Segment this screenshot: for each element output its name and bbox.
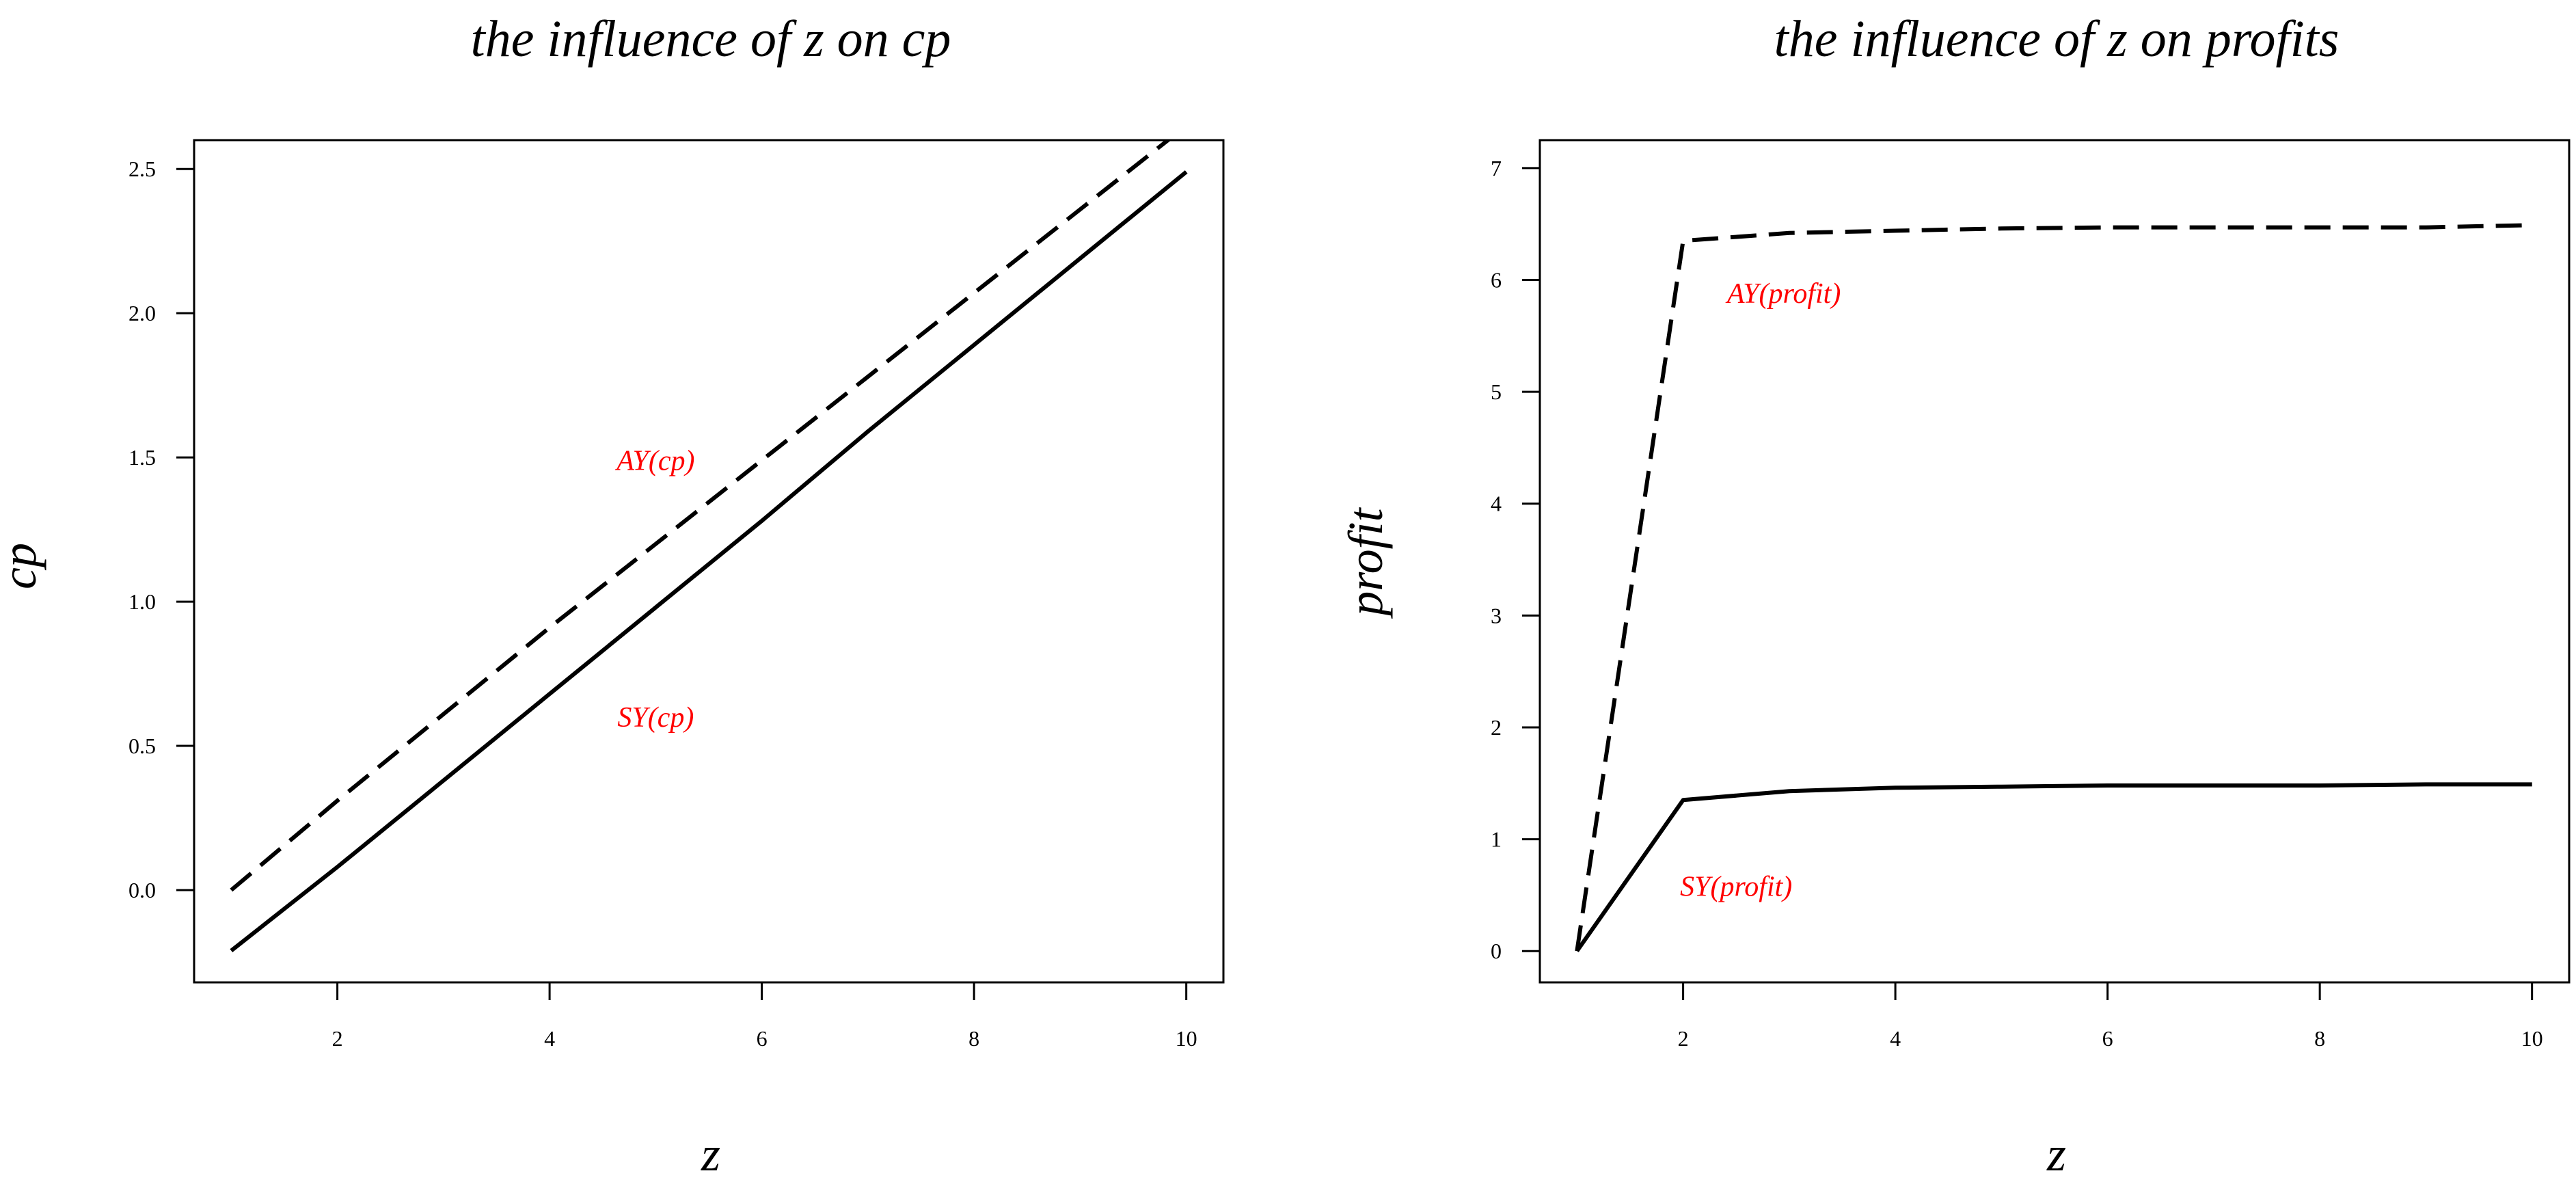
y-tick-label: 1 [1491,827,1502,852]
x-tick-label: 2 [332,1026,343,1051]
x-tick-label: 8 [968,1026,979,1051]
series-line-solid [1575,782,2532,952]
y-tick-label: 7 [1491,156,1502,180]
series-annotation: SY(cp) [617,702,694,734]
y-tick-label: 6 [1491,268,1502,293]
series-annotation: SY(profit) [1680,871,1792,902]
series-line-solid [230,170,1188,952]
y-tick-label: 1.0 [128,589,156,614]
plot-layer: 2 4 6 8 10 0 1 2 3 4 5 6 7 AY(profit) SY(profit) [1491,156,2543,1051]
x-tick-label: 6 [757,1026,768,1051]
x-tick-label: 10 [1176,1026,1197,1051]
plot-frame [193,139,1225,984]
chart-title: the influence of z on cp [471,10,951,68]
series-line-dashed [1575,223,2532,952]
x-tick-label: 2 [1678,1026,1689,1051]
x-axis-label: z [701,1127,720,1181]
x-tick-label: 10 [2521,1026,2543,1051]
chart-panel-cp: the influence of z on cp z cp 2 4 6 8 10 0.0 0… [0,10,1225,1181]
x-tick-label: 4 [1890,1026,1901,1051]
y-tick-label: 3 [1491,603,1502,628]
x-axis-label: z [2046,1127,2066,1181]
series-annotation: AY(cp) [614,445,694,476]
y-tick-label: 4 [1491,492,1502,516]
y-tick-label: 1.5 [128,445,156,470]
x-tick-label: 8 [2314,1026,2325,1051]
series-annotation: AY(profit) [1725,278,1841,310]
x-tick-label: 4 [544,1026,555,1051]
plot-layer: 2 4 6 8 10 0.0 0.5 1.0 1.5 2.0 2.5 AY(cp) SY(cp) [128,140,1197,1051]
chart-title: the influence of z on profits [1774,10,2340,68]
x-tick-label: 6 [2102,1026,2113,1051]
series-line-dashed [230,140,1171,892]
y-axis-label: cp [0,543,46,589]
y-tick-label: 0 [1491,939,1502,963]
y-tick-label: 0.0 [128,878,156,902]
plot-frame [1538,139,2571,984]
chart-panel-profit: the influence of z on profits z profit 2… [1338,10,2571,1181]
y-axis-label: profit [1338,507,1393,619]
y-tick-label: 2 [1491,715,1502,740]
y-tick-label: 0.5 [128,734,156,758]
y-tick-label: 2.0 [128,301,156,325]
y-tick-label: 2.5 [128,157,156,181]
y-tick-label: 5 [1491,379,1502,404]
